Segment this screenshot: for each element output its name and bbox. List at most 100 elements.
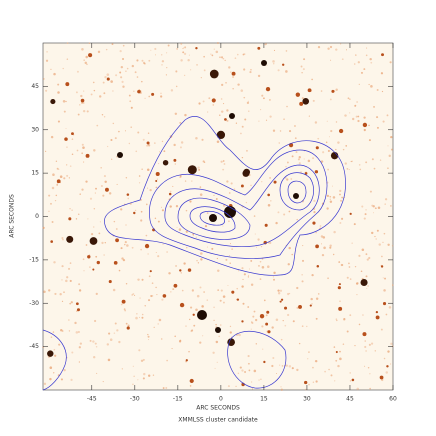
speck (336, 319, 338, 322)
speck (53, 372, 55, 374)
speck (202, 335, 204, 337)
speck (86, 110, 89, 113)
speck (312, 157, 314, 160)
source (265, 322, 269, 326)
speck (161, 298, 164, 301)
speck (160, 338, 163, 340)
speck (70, 378, 73, 382)
speck (113, 220, 116, 223)
speck (369, 57, 372, 61)
speck (48, 289, 51, 292)
speck (356, 387, 360, 391)
speck (195, 308, 198, 312)
speck (329, 45, 333, 49)
speck (339, 300, 341, 303)
speck (250, 321, 253, 323)
speck (244, 118, 247, 121)
speck (357, 115, 360, 118)
speck (65, 127, 67, 130)
speck (358, 83, 360, 86)
speck (244, 371, 247, 374)
speck (288, 210, 291, 213)
speck (66, 174, 69, 177)
speck (279, 130, 282, 132)
speck (371, 158, 374, 161)
speck (53, 72, 56, 76)
speck (190, 69, 192, 71)
speck (200, 258, 203, 261)
speck (298, 156, 301, 159)
source (337, 286, 341, 290)
speck (302, 259, 305, 262)
speck (128, 142, 131, 145)
speck (50, 68, 52, 71)
speck (141, 168, 143, 170)
speck (286, 105, 288, 108)
source (162, 294, 167, 298)
speck (254, 233, 256, 235)
speck (329, 246, 332, 249)
speck (366, 258, 369, 261)
speck (320, 90, 323, 92)
y-tick-label: 30 (31, 126, 39, 133)
speck (135, 150, 138, 153)
source (211, 98, 216, 103)
speck (222, 295, 226, 298)
speck (344, 114, 347, 117)
speck (241, 267, 244, 270)
speck (353, 223, 356, 226)
source (282, 63, 285, 66)
speck (125, 322, 128, 325)
speck (329, 136, 331, 138)
speck (106, 343, 110, 346)
speck (176, 48, 178, 50)
speck (93, 89, 96, 92)
speck (239, 366, 242, 369)
speck (315, 231, 317, 234)
speck (43, 290, 46, 294)
source (187, 268, 192, 272)
speck (103, 116, 106, 118)
speck (348, 168, 350, 171)
speck (85, 180, 88, 183)
speck (148, 275, 151, 278)
source (185, 359, 188, 362)
speck (75, 331, 79, 334)
source (304, 380, 308, 385)
speck (130, 106, 133, 109)
speck (122, 259, 126, 262)
y-tick-label: 0 (35, 213, 39, 220)
speck (258, 379, 260, 381)
speck (310, 297, 313, 301)
y-tick-label: 45 (31, 83, 39, 90)
speck (140, 248, 142, 251)
speck (270, 200, 272, 202)
source (298, 304, 302, 309)
speck (346, 330, 349, 333)
source (155, 179, 158, 182)
speck (125, 282, 128, 285)
speck (206, 212, 209, 214)
speck (247, 306, 250, 308)
speck (337, 141, 340, 144)
source (231, 71, 236, 76)
speck (166, 66, 168, 69)
speck (265, 43, 267, 45)
speck (186, 246, 188, 249)
speck (108, 332, 111, 335)
speck (350, 160, 352, 163)
speck (297, 158, 300, 161)
speck (253, 369, 257, 373)
speck (360, 270, 363, 273)
speck (106, 73, 110, 76)
source (381, 53, 385, 57)
speck (211, 247, 214, 250)
speck (116, 183, 118, 186)
source (304, 172, 308, 175)
speck (241, 156, 244, 159)
image-frame (42, 42, 394, 391)
source (126, 326, 130, 330)
speck (93, 226, 95, 228)
speck (301, 97, 304, 100)
speck (68, 330, 71, 332)
